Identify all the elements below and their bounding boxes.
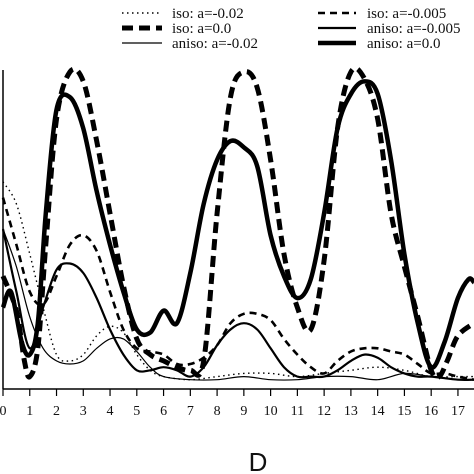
x-axis-label: D — [249, 447, 268, 474]
x-tick-label-2: 2 — [53, 404, 60, 419]
series-line-0 — [2, 181, 474, 381]
x-tick-label-13: 13 — [344, 404, 358, 419]
x-tick-label-11: 11 — [291, 404, 304, 419]
x-tick-label-1: 1 — [26, 404, 33, 419]
x-tick-label-5: 5 — [133, 404, 140, 419]
legend-label-aniso-a-0.0: aniso: a=0.0 — [367, 36, 440, 52]
legend-item-aniso-a-0.0: aniso: a=0.0 — [318, 36, 440, 52]
x-tick-label-17: 17 — [451, 404, 465, 419]
x-tick-label-7: 7 — [187, 404, 194, 419]
x-tick-label-3: 3 — [80, 404, 87, 419]
legend-label-iso-a-0.0: iso: a=0.0 — [172, 21, 231, 37]
legend: iso: a=-0.02 iso: a=-0.005 iso: a=0.0 an… — [122, 6, 460, 52]
series-line-5 — [0, 79, 474, 370]
legend-label-aniso-a-neg0.02: aniso: a=-0.02 — [172, 36, 258, 52]
series-line-4 — [2, 228, 474, 381]
x-tick-label-8: 8 — [214, 404, 221, 419]
legend-item-aniso-a-neg0.005: aniso: a=-0.005 — [318, 21, 460, 37]
x-ticks: 0 1 2 3 4 5 6 7 8 9 10 11 12 13 14 15 16 17 — [0, 389, 465, 419]
legend-label-iso-a-neg0.02: iso: a=-0.02 — [172, 6, 244, 22]
x-tick-label-9: 9 — [240, 404, 247, 419]
legend-item-iso-a-neg0.005: iso: a=-0.005 — [318, 6, 446, 22]
x-tick-label-15: 15 — [397, 404, 411, 419]
x-tick-label-0: 0 — [0, 404, 7, 419]
series-line-3 — [1, 228, 474, 382]
x-tick-label-10: 10 — [264, 404, 278, 419]
x-tick-label-14: 14 — [371, 404, 385, 419]
legend-label-iso-a-neg0.005: iso: a=-0.005 — [367, 6, 446, 22]
legend-item-iso-a-0.0: iso: a=0.0 — [122, 21, 231, 37]
x-tick-label-6: 6 — [160, 404, 167, 419]
x-tick-label-4: 4 — [107, 404, 114, 419]
legend-item-iso-a-neg0.02: iso: a=-0.02 — [122, 6, 244, 22]
legend-item-aniso-a-neg0.02: aniso: a=-0.02 — [122, 36, 258, 52]
x-tick-label-16: 16 — [424, 404, 438, 419]
series-layer — [0, 65, 474, 382]
x-tick-label-12: 12 — [317, 404, 331, 419]
legend-label-aniso-a-neg0.005: aniso: a=-0.005 — [367, 21, 460, 37]
